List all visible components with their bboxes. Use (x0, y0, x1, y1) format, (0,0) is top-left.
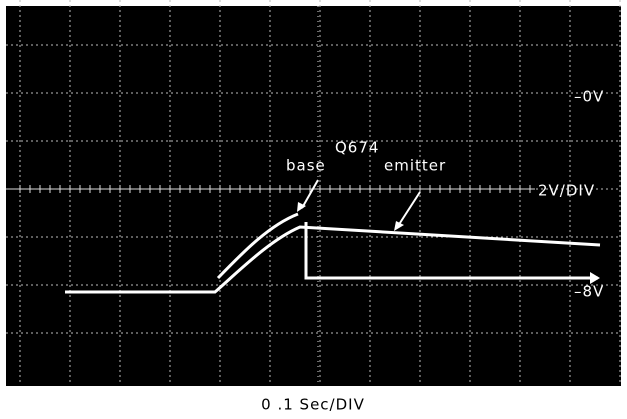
scale-label: 2V/DIV (538, 182, 595, 200)
device-label: Q674 (335, 139, 379, 157)
screen (6, 6, 621, 386)
base-label: base (286, 157, 326, 175)
zero-volt-label: –0V (574, 88, 604, 106)
timebase-label: 0 .1 Sec/DIV (261, 396, 365, 414)
oscilloscope-screenshot: Q674 base emitter –0V 2V/DIV –8V 0 .1 Se… (0, 0, 627, 419)
minus-eight-label: –8V (574, 283, 604, 301)
emitter-label: emitter (384, 157, 446, 175)
